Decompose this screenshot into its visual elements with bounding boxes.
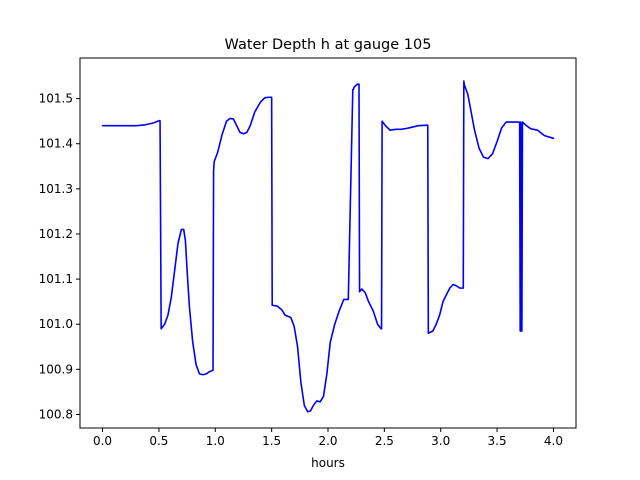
series-layer [101, 80, 555, 413]
y-tick-label: 101.2 [39, 227, 73, 241]
x-tick-label: 1.5 [262, 434, 281, 448]
y-tick-label: 101.3 [39, 182, 73, 196]
x-axis-label: hours [311, 456, 345, 470]
x-axis: 0.0 0.5 1.0 1.5 2.0 2.5 3.0 3.5 4.0 [93, 428, 563, 448]
x-tick-label: 4.0 [544, 434, 563, 448]
y-tick-label: 100.9 [39, 362, 73, 376]
y-tick-label: 100.8 [39, 407, 73, 421]
y-tick-label: 101.1 [39, 272, 73, 286]
x-tick-label: 1.0 [206, 434, 225, 448]
x-tick-label: 0.5 [149, 434, 168, 448]
plot-area [80, 58, 576, 428]
x-tick-label: 2.5 [375, 434, 394, 448]
chart-title: Water Depth h at gauge 105 [225, 37, 432, 53]
x-tick-label: 3.5 [488, 434, 507, 448]
y-tick-label: 101.5 [39, 92, 73, 106]
y-tick-label: 101.4 [39, 137, 73, 151]
x-tick-label: 2.0 [318, 434, 337, 448]
series-line-0 [101, 80, 555, 413]
y-tick-label: 101.0 [39, 317, 73, 331]
y-axis: 100.8 100.9 101.0 101.1 101.2 101.3 101.4 101.5 [39, 92, 80, 421]
x-tick-label: 3.0 [431, 434, 450, 448]
x-tick-label: 0.0 [93, 434, 112, 448]
